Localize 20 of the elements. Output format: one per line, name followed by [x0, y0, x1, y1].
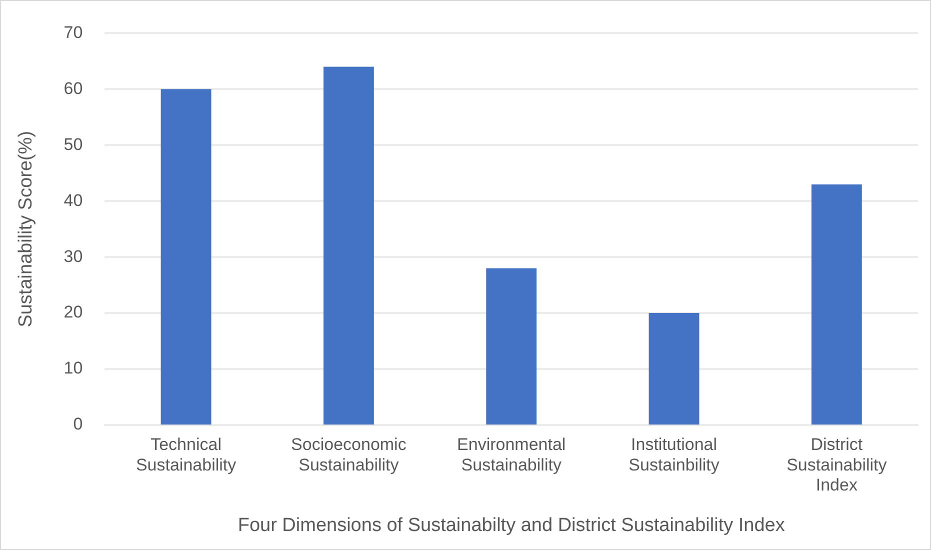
y-tick-label: 50 [64, 134, 83, 154]
bar [486, 268, 537, 424]
x-tick-label: Environmental Sustainability [457, 434, 566, 474]
y-tick-label: 30 [64, 246, 83, 266]
x-tick-label: Technical Sustainability [136, 434, 237, 474]
x-axis-title: Four Dimensions of Sustainabilty and District Sustainability Index [238, 514, 786, 536]
bar [811, 184, 862, 424]
y-tick-label: 60 [64, 78, 83, 98]
bar [160, 89, 212, 424]
y-tick-label: 10 [64, 358, 83, 378]
x-tick-label: Institutional Sustainbility [628, 434, 720, 474]
x-tick-label: District Sustainability Index [786, 434, 888, 495]
y-tick-label: 20 [64, 302, 83, 322]
bar [648, 313, 700, 424]
x-tick-label: Socioeconomic Sustainability [291, 434, 407, 474]
y-tick-label: 40 [64, 190, 83, 210]
y-axis-title: Sustainability Score(%) [16, 130, 37, 328]
y-tick-label: 0 [73, 414, 83, 434]
y-tick-label: 70 [64, 22, 83, 42]
bar [323, 66, 374, 424]
